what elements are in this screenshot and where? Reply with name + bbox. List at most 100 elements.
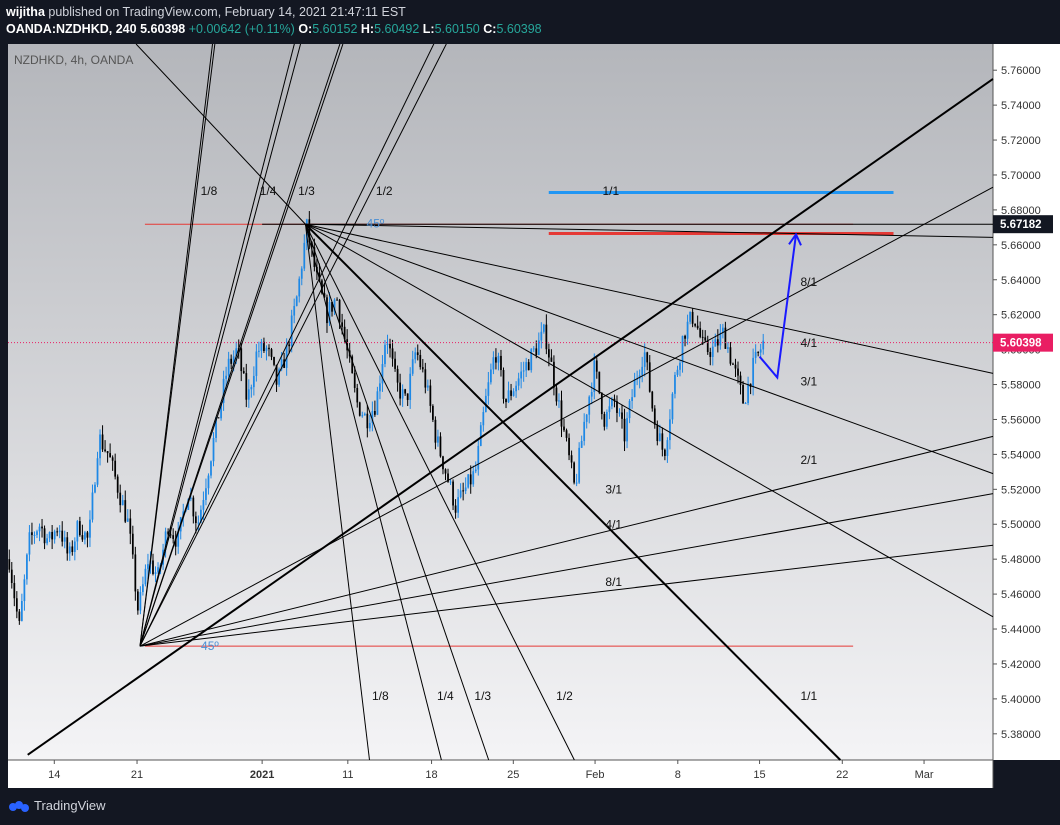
x-tick-label: 15 (753, 769, 765, 781)
candle-body (152, 560, 154, 574)
candle-body (515, 385, 517, 392)
candle-body (409, 373, 412, 400)
candle-body (167, 531, 170, 535)
candle-body (593, 360, 596, 393)
candle-body (124, 500, 127, 522)
fan-label: 3/1 (800, 374, 817, 388)
candle-body (563, 426, 565, 431)
candle-body (548, 349, 550, 358)
gann-low-steep-ray (139, 44, 302, 647)
candle-body (51, 531, 54, 540)
candle-body (646, 352, 649, 363)
candle-body (338, 299, 341, 323)
candle-body (235, 348, 238, 357)
candle-body (164, 531, 167, 550)
y-tick-label: 5.62000 (1001, 310, 1041, 322)
candle-body (121, 500, 124, 506)
candle-body (505, 398, 507, 403)
candle-body (288, 344, 291, 347)
candle-body (336, 299, 338, 301)
candle-body (752, 357, 755, 387)
fan-label: 1/4 (437, 689, 454, 703)
gann-fan-high-ray (305, 223, 994, 618)
candle-body (421, 367, 424, 370)
candle-body (447, 473, 449, 482)
candle-body (613, 398, 616, 402)
gann-fan-low-ray (139, 44, 295, 647)
candle-body (648, 362, 651, 392)
candle-body (444, 469, 447, 474)
candle-body (84, 532, 86, 540)
x-tick-label: 22 (836, 769, 848, 781)
candle-body (81, 535, 84, 540)
candle-body (129, 518, 132, 534)
candle-body (200, 509, 202, 523)
open-value: 5.60152 (312, 22, 358, 36)
x-tick-label: 8 (675, 769, 681, 781)
candle-body (255, 351, 258, 376)
candle-body (605, 412, 608, 427)
chart-area[interactable]: 1/8 1/4 1/3 1/2 1/1 8/1 4/1 3/1 2/1 3/1 4/1 8/1 1/8 1… (0, 44, 1060, 788)
candle-body (273, 356, 275, 365)
candle-body (321, 280, 323, 294)
plot-background (8, 44, 993, 760)
candle-body (666, 440, 669, 456)
candle-body (106, 451, 109, 454)
candle-body (313, 247, 316, 267)
price-axis[interactable] (993, 44, 1060, 760)
candle-body (371, 410, 374, 423)
candle-body (275, 364, 278, 385)
candle-body (611, 398, 613, 407)
candle-body (343, 326, 346, 340)
candle-body (285, 344, 288, 368)
candle-body (20, 601, 23, 621)
candle-body (762, 340, 765, 350)
candle-body (502, 370, 505, 399)
candle-body (459, 490, 462, 498)
tradingview-brand[interactable]: TradingView (34, 798, 106, 813)
candle-body (78, 521, 81, 536)
candle-body (449, 481, 452, 483)
candle-body (694, 323, 697, 326)
candle-body (366, 413, 369, 429)
candle-body (265, 347, 268, 351)
candle-body (232, 356, 235, 364)
author-name[interactable]: wijitha (6, 5, 45, 19)
candle-body (426, 385, 429, 388)
candle-body (406, 393, 409, 400)
tradingview-logo-icon[interactable] (8, 798, 30, 814)
time-axis[interactable] (8, 760, 993, 788)
candle-body (31, 532, 33, 536)
candle-body (111, 457, 114, 461)
candle-body (303, 242, 306, 269)
fan-label: 1/3 (298, 184, 315, 198)
candle-body (744, 403, 747, 405)
candle-body (212, 437, 215, 462)
candle-body (38, 526, 41, 532)
price-badge (993, 215, 1053, 234)
candle-body (18, 611, 21, 621)
candle-body (89, 519, 91, 538)
candle-body (94, 484, 96, 493)
candle-body (318, 272, 321, 281)
candle-body (76, 521, 79, 542)
y-tick-label: 5.46000 (1001, 589, 1041, 601)
price-badge-label: 5.67182 (1000, 219, 1042, 231)
candle-body (8, 559, 11, 570)
candle-body (157, 567, 159, 573)
candle-body (701, 336, 704, 338)
candle-body (250, 387, 253, 390)
fan-label: 1/2 (556, 689, 573, 703)
candle-body (258, 350, 260, 352)
candle-body (300, 268, 303, 279)
low-value: 5.60150 (434, 22, 480, 36)
candle-body (278, 369, 280, 385)
candle-body (545, 324, 548, 350)
candle-body (742, 384, 744, 404)
candle-body (724, 327, 727, 349)
symbol-label[interactable]: OANDA:NZDHKD, 240 (6, 22, 137, 36)
candle-body (310, 242, 313, 248)
candle-body (207, 475, 210, 489)
candle-body (479, 425, 482, 446)
